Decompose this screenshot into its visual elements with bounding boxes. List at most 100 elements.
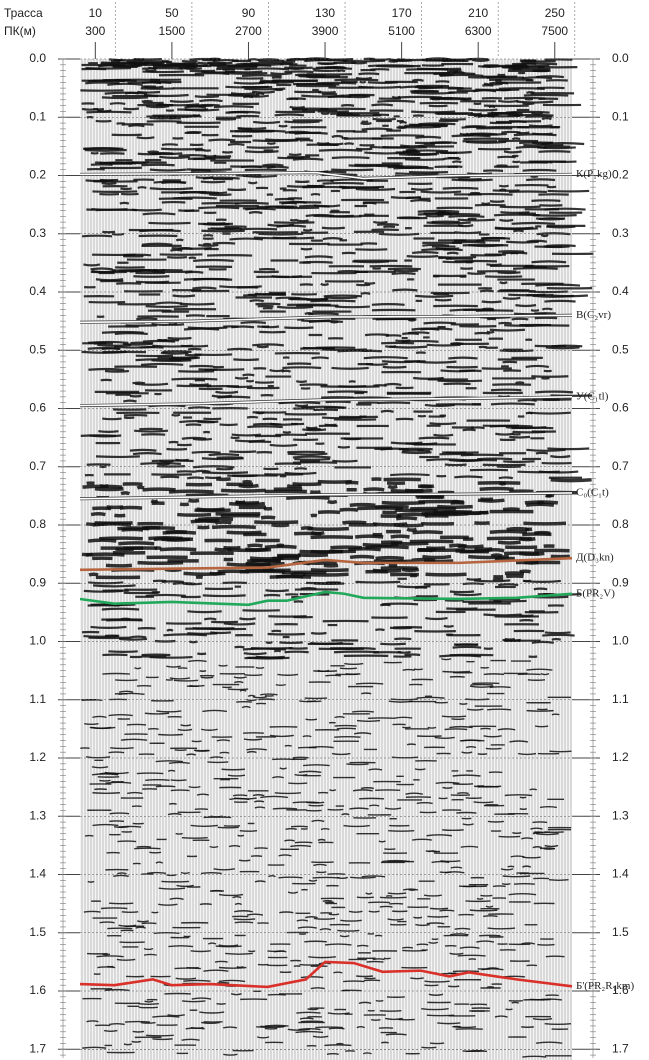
seismic-event [109, 102, 126, 106]
seismic-event [490, 553, 503, 558]
seismic-event [521, 942, 535, 945]
seismic-event [356, 944, 369, 947]
seismic-event [535, 217, 566, 221]
seismic-event [429, 422, 457, 426]
seismic-event [87, 538, 117, 543]
y-tick-label: 0.1 [29, 109, 46, 123]
seismic-event [233, 794, 248, 797]
seismic-event [84, 148, 127, 152]
seismic-event [417, 209, 460, 213]
seismic-event [232, 895, 242, 899]
seismic-event [302, 735, 312, 738]
seismic-event [278, 124, 288, 128]
seismic-event [256, 345, 269, 349]
seismic-event [298, 770, 322, 773]
seismic-event [260, 515, 276, 520]
seismic-event [326, 1052, 339, 1055]
seismic-event [284, 326, 314, 330]
seismic-event [91, 766, 109, 769]
seismic-event [442, 829, 464, 832]
seismic-event [145, 593, 186, 597]
seismic-event [508, 892, 537, 896]
seismic-event [524, 560, 539, 565]
seismic-event [143, 947, 154, 951]
seismic-event [244, 67, 290, 71]
seismic-event [492, 578, 504, 581]
seismic-event [101, 182, 117, 185]
seismic-event [216, 739, 231, 742]
seismic-event [416, 548, 433, 553]
seismic-event [247, 543, 263, 548]
seismic-event [294, 773, 308, 777]
seismic-event [202, 242, 212, 246]
seismic-event [192, 627, 235, 630]
seismic-event [287, 452, 328, 456]
seismic-event [198, 103, 220, 107]
seismic-event [364, 333, 390, 337]
seismic-event [345, 480, 359, 485]
seismic-event [263, 593, 281, 597]
seismic-event [254, 800, 265, 803]
seismic-event [255, 302, 281, 306]
seismic-event [402, 946, 414, 949]
seismic-event [344, 662, 364, 666]
seismic-event [313, 863, 327, 867]
seismic-event [354, 732, 372, 735]
seismic-event [543, 245, 570, 249]
seismic-event [487, 927, 516, 930]
seismic-event [403, 888, 419, 891]
seismic-event [377, 401, 411, 405]
seismic-event [297, 926, 317, 929]
seismic-event [183, 979, 211, 982]
seismic-event [127, 791, 143, 795]
seismic-event [488, 105, 496, 109]
seismic-event [372, 117, 396, 121]
seismic-event [213, 105, 254, 109]
seismic-event [89, 434, 122, 438]
seismic-event [390, 534, 410, 539]
seismic-event [173, 679, 199, 682]
y-tick-label: 0.7 [29, 459, 46, 473]
seismic-event [544, 493, 553, 498]
seismic-event [211, 889, 223, 892]
seismic-event [331, 752, 351, 756]
seismic-event [328, 913, 340, 916]
seismic-event [467, 708, 484, 711]
seismic-event [162, 350, 192, 354]
seismic-event [294, 457, 331, 461]
seismic-event [119, 201, 130, 205]
seismic-event [523, 579, 561, 583]
seismic-event [513, 267, 558, 270]
seismic-event [334, 735, 361, 738]
seismic-event [360, 122, 372, 126]
seismic-event [218, 893, 244, 897]
seismic-event [142, 70, 184, 74]
seismic-event [236, 114, 260, 118]
seismic-event [109, 812, 130, 815]
seismic-event [256, 1026, 284, 1029]
seismic-event [317, 91, 336, 94]
seismic-event [254, 880, 266, 883]
seismic-event [245, 379, 255, 383]
seismic-event [329, 789, 337, 792]
seismic-event [170, 248, 183, 252]
seismic-event [240, 165, 262, 169]
seismic-event [402, 449, 431, 453]
y2-tick-label: 1.4 [612, 867, 629, 881]
seismic-event [152, 344, 193, 348]
seismic-event [506, 526, 530, 532]
x-tick-label: 90 [242, 6, 256, 20]
seismic-event [212, 241, 236, 245]
seismic-event [448, 543, 467, 548]
seismic-event [502, 507, 520, 512]
seismic-event [268, 874, 276, 878]
seismic-event [499, 349, 534, 353]
seismic-event [153, 931, 180, 935]
seismic-event [208, 193, 232, 197]
seismic-event [214, 547, 232, 552]
seismic-event [249, 299, 264, 303]
seismic-event [202, 234, 214, 237]
seismic-event [515, 304, 537, 308]
seismic-event [483, 82, 503, 86]
seismic-event [341, 104, 355, 107]
